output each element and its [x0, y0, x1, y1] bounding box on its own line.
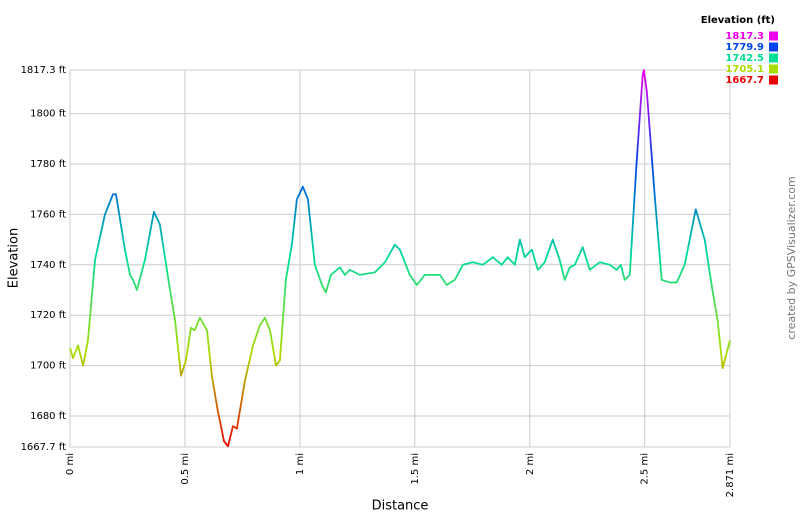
y-tick-label: 1680 ft	[30, 411, 66, 422]
credit: created by GPSVisualizer.com	[785, 176, 798, 339]
legend-label: 1779.9	[725, 42, 764, 53]
y-axis-title: Elevation	[7, 228, 22, 288]
legend-swatch	[769, 31, 778, 41]
legend-swatch	[769, 42, 778, 52]
x-tick-label: 2 mi	[525, 453, 536, 475]
legend-title: Elevation (ft)	[701, 15, 775, 26]
y-tick-label: 1700 ft	[30, 361, 66, 372]
x-tick-label: 2.871 mi	[725, 453, 736, 497]
y-tick-label: 1800 ft	[30, 109, 66, 120]
elevation-line	[69, 69, 731, 448]
legend-label: 1742.5	[725, 53, 764, 64]
legend-label: 1817.3	[725, 31, 764, 42]
legend-label: 1667.7	[725, 75, 764, 86]
y-tick-label: 1817.3 ft	[21, 65, 67, 76]
y-tick-label: 1780 ft	[30, 159, 66, 170]
x-tick-label: 1.5 mi	[410, 453, 421, 485]
y-tick-label: 1667.7 ft	[21, 442, 67, 453]
legend-label: 1705.1	[725, 64, 764, 75]
y-tick-label: 1720 ft	[30, 310, 66, 321]
y-tick-label: 1760 ft	[30, 209, 66, 220]
legend-swatch	[769, 53, 778, 63]
x-tick-label: 1 mi	[295, 453, 306, 475]
x-tick-label: 2.5 mi	[640, 453, 651, 485]
y-tick-label: 1740 ft	[30, 260, 66, 271]
x-tick-label: 0 mi	[65, 453, 76, 475]
x-axis-title: Distance	[372, 499, 429, 514]
legend-swatch	[769, 64, 778, 74]
legend-swatch	[769, 75, 778, 85]
x-tick-label: 0.5 mi	[180, 453, 191, 485]
